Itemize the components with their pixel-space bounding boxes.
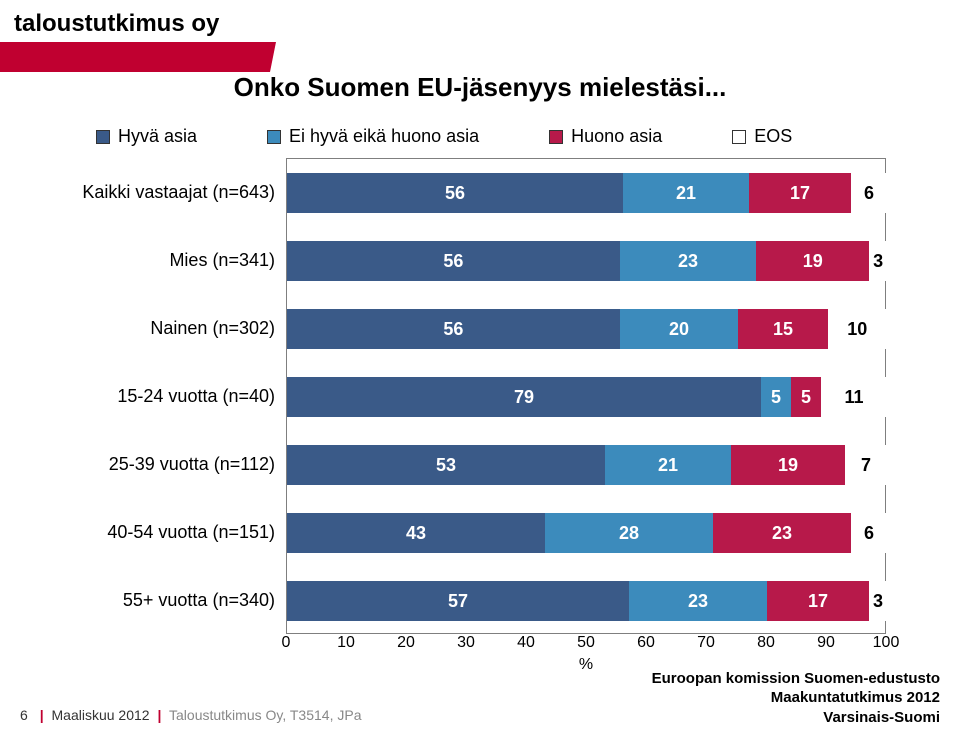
stacked-bar-chart: Kaikki vastaajat (n=643)5621176Mies (n=3… [96,158,886,634]
chart-x-tick: 70 [697,634,715,652]
chart-bar-segment: 11 [821,377,887,417]
chart-x-tick: 40 [517,634,535,652]
chart-row: 40-54 vuotta (n=151)4328236 [287,513,887,553]
chart-bar-segment: 17 [767,581,869,621]
legend-label: Ei hyvä eikä huono asia [289,126,479,147]
legend-item: Huono asia [549,126,662,147]
chart-x-tick: 0 [282,634,291,652]
chart-bar-segment: 79 [287,377,761,417]
footer-source-text: Taloustutkimus Oy, T3514, JPa [169,707,361,723]
chart-x-tick: 20 [397,634,415,652]
chart-bar-segment: 5 [761,377,791,417]
chart-bar-segment: 56 [287,241,620,281]
chart-bar-segment: 20 [620,309,739,349]
chart-bar-segment: 17 [749,173,851,213]
chart-bar-segment: 15 [738,309,827,349]
legend-swatch [549,130,563,144]
chart-bar-segment: 53 [287,445,605,485]
chart-row-label: Nainen (n=302) [75,319,275,339]
legend-swatch [96,130,110,144]
brand-logo-text: taloustutkimus oy [0,6,233,42]
chart-bar-segment: 56 [287,173,623,213]
chart-bar-segment: 21 [623,173,749,213]
chart-bar-segment: 6 [851,513,887,553]
brand-logo-strip [0,42,276,72]
legend-item: EOS [732,126,792,147]
chart-row: Kaikki vastaajat (n=643)5621176 [287,173,887,213]
chart-bar-segment: 23 [629,581,767,621]
chart-bar-segment: 7 [845,445,887,485]
legend-label: Hyvä asia [118,126,197,147]
chart-plot-area: Kaikki vastaajat (n=643)5621176Mies (n=3… [286,158,886,634]
chart-bar-segment: 57 [287,581,629,621]
chart-bar-segment: 10 [828,309,887,349]
legend-label: EOS [754,126,792,147]
footer-page-number: 6 [20,707,28,723]
legend-item: Hyvä asia [96,126,197,147]
chart-bar-segment: 19 [756,241,869,281]
chart-row: Nainen (n=302)56201510 [287,309,887,349]
chart-row-label: 55+ vuotta (n=340) [75,591,275,611]
chart-legend: Hyvä asia Ei hyvä eikä huono asia Huono as… [96,126,900,147]
footer-source-right: Euroopan komission Suomen-edustustoMaaku… [652,669,940,728]
page-title: Onko Suomen EU-jäsenyys mielestäsi... [0,72,960,103]
legend-item: Ei hyvä eikä huono asia [267,126,479,147]
chart-row: Mies (n=341)5623193 [287,241,887,281]
chart-x-tick: 80 [757,634,775,652]
chart-x-tick: 60 [637,634,655,652]
chart-row-label: Kaikki vastaajat (n=643) [75,183,275,203]
chart-bar-segment: 6 [851,173,887,213]
chart-row: 55+ vuotta (n=340)5723173 [287,581,887,621]
chart-bar-segment: 23 [620,241,757,281]
legend-label: Huono asia [571,126,662,147]
legend-swatch [732,130,746,144]
chart-row-label: Mies (n=341) [75,251,275,271]
chart-bar-segment: 3 [869,241,887,281]
chart-row-label: 40-54 vuotta (n=151) [75,523,275,543]
footer-separator-icon: | [40,707,44,723]
chart-bar-segment: 28 [545,513,713,553]
chart-row-label: 15-24 vuotta (n=40) [75,387,275,407]
chart-x-tick: 30 [457,634,475,652]
footer-right-line: Varsinais-Suomi [652,708,940,728]
brand-logo: taloustutkimus oy [0,6,276,72]
chart-row: 15-24 vuotta (n=40)795511 [287,377,887,417]
chart-x-tick: 50 [577,634,595,652]
chart-row: 25-39 vuotta (n=112)5321197 [287,445,887,485]
legend-swatch [267,130,281,144]
chart-row-label: 25-39 vuotta (n=112) [75,455,275,475]
footer-right-line: Euroopan komission Suomen-edustusto [652,669,940,689]
footer-separator-icon: | [157,707,161,723]
chart-bar-segment: 3 [869,581,887,621]
footer-source-left: 6 | Maaliskuu 2012 | Taloustutkimus Oy, … [20,707,361,723]
chart-x-tick: 10 [337,634,355,652]
footer-right-line: Maakuntatutkimus 2012 [652,688,940,708]
chart-bar-segment: 21 [605,445,731,485]
chart-x-tick: 100 [873,634,900,652]
chart-bar-segment: 56 [287,309,620,349]
chart-bar-segment: 23 [713,513,851,553]
chart-x-tick: 90 [817,634,835,652]
chart-bar-segment: 19 [731,445,845,485]
chart-bar-segment: 5 [791,377,821,417]
footer-date: Maaliskuu 2012 [52,707,150,723]
chart-bar-segment: 43 [287,513,545,553]
